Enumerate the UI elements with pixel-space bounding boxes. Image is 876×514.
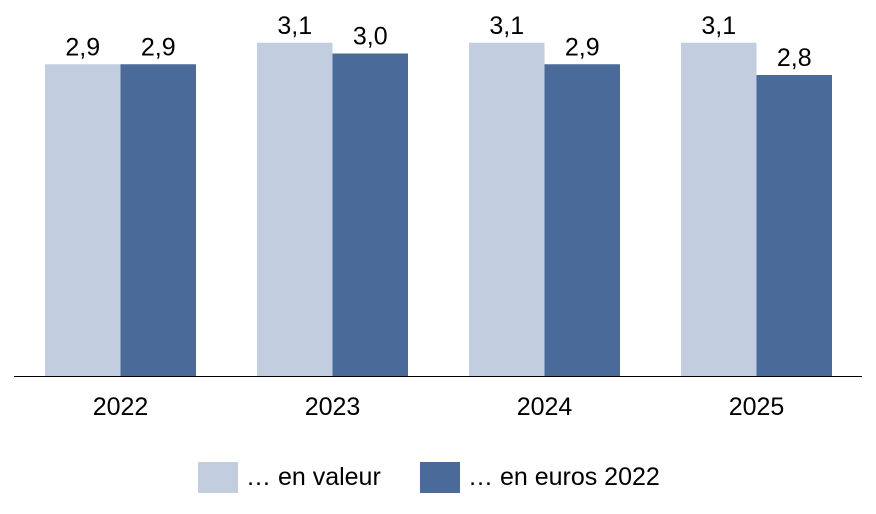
data-label-2022-series-1: 2,9 — [65, 33, 100, 61]
data-label-2025-series-1: 3,1 — [701, 12, 736, 40]
bar-2022-series-1 — [45, 64, 121, 376]
bar-2024-series-2 — [544, 64, 620, 376]
legend-label-en-valeur: … en valeur — [246, 463, 381, 491]
x-tick-label-2023: 2023 — [305, 393, 361, 421]
data-label-2022-series-2: 2,9 — [141, 33, 176, 61]
data-label-2024-series-1: 3,1 — [489, 12, 524, 40]
legend-swatch-en-euros-2022 — [420, 462, 460, 493]
data-label-2023-series-2: 3,0 — [353, 23, 388, 51]
bar-2023-series-2 — [332, 53, 408, 376]
x-tick-label-2025: 2025 — [729, 393, 785, 421]
bar-2024-series-1 — [469, 42, 545, 376]
bar-chart: 2,9 2,9 2022 3,1 3,0 2023 3,1 2,9 2024 3,1 2,8 2025 — [14, 12, 862, 421]
bar-2025-series-1 — [681, 42, 757, 376]
x-tick-label-2022: 2022 — [93, 393, 149, 421]
data-label-2023-series-1: 3,1 — [277, 12, 312, 40]
legend-swatch-en-valeur — [198, 462, 238, 493]
legend-label-en-euros-2022: … en euros 2022 — [468, 463, 660, 491]
bar-2022-series-2 — [120, 64, 196, 376]
legend: … en valeur … en euros 2022 — [0, 460, 876, 496]
bar-2023-series-1 — [257, 42, 333, 376]
data-label-2025-series-2: 2,8 — [777, 44, 812, 72]
bar-2025-series-2 — [756, 75, 832, 376]
x-tick-label-2024: 2024 — [517, 393, 573, 421]
data-label-2024-series-2: 2,9 — [565, 33, 600, 61]
